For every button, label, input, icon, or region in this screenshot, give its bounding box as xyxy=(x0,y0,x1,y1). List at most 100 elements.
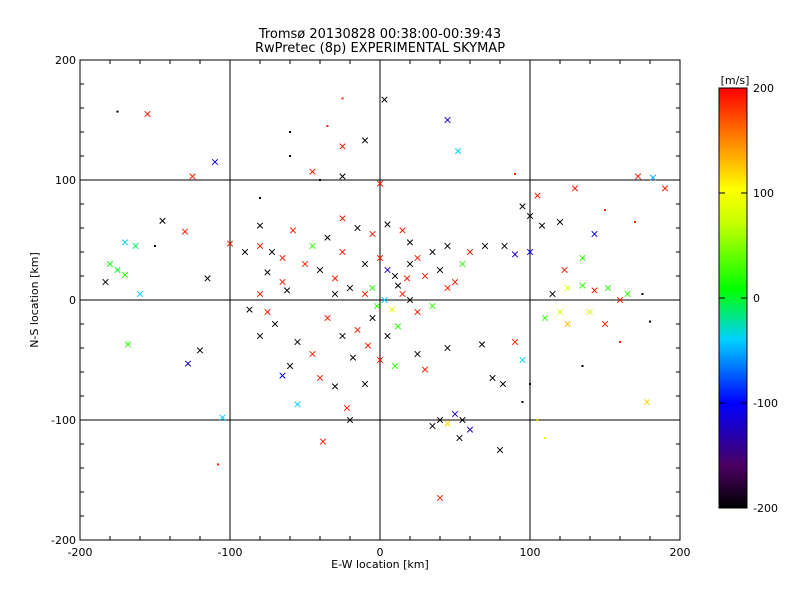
cross-stroke xyxy=(331,383,339,390)
cross-marker xyxy=(264,308,271,316)
cross-stroke xyxy=(519,203,526,210)
cross-marker xyxy=(444,242,451,250)
cross-marker xyxy=(294,401,301,408)
dot-marker xyxy=(154,245,156,247)
cross-stroke xyxy=(376,254,384,262)
cross-stroke xyxy=(414,254,421,262)
cross-stroke xyxy=(316,266,324,274)
cross-stroke xyxy=(196,347,204,354)
cross-stroke xyxy=(459,260,466,268)
cross-marker xyxy=(184,360,192,367)
cross-stroke xyxy=(181,228,189,235)
cross-marker xyxy=(643,398,651,406)
cross-marker xyxy=(388,306,396,313)
cross-stroke xyxy=(226,240,234,247)
cross-marker xyxy=(331,290,339,298)
cross-stroke xyxy=(511,251,519,258)
cross-stroke xyxy=(184,360,192,367)
cross-marker xyxy=(478,341,486,348)
chart-subtitle: RwPretec (8p) EXPERIMENTAL SKYMAP xyxy=(255,41,505,56)
cross-marker xyxy=(459,416,466,424)
x-tick-label: -200 xyxy=(68,546,93,559)
cross-marker xyxy=(534,192,541,199)
cross-stroke xyxy=(403,275,411,282)
cross-stroke xyxy=(571,185,579,192)
cross-marker xyxy=(444,420,451,427)
cross-stroke xyxy=(429,302,436,310)
cross-stroke xyxy=(246,306,253,313)
cross-stroke xyxy=(369,284,376,292)
cross-stroke xyxy=(549,290,556,298)
cross-stroke xyxy=(121,239,129,246)
cross-stroke xyxy=(309,168,316,175)
cross-stroke xyxy=(319,438,327,445)
dot-marker xyxy=(634,221,636,223)
cross-marker xyxy=(466,426,474,433)
cross-marker xyxy=(331,383,339,390)
cross-stroke xyxy=(436,266,444,274)
cross-stroke xyxy=(526,248,534,256)
cross-marker xyxy=(406,296,414,304)
cross-stroke xyxy=(394,282,402,289)
cross-stroke xyxy=(279,278,286,286)
cross-marker xyxy=(501,242,508,250)
cross-marker xyxy=(604,284,612,292)
cross-marker xyxy=(339,143,346,150)
y-tick-label: -200 xyxy=(51,534,76,547)
cross-marker xyxy=(601,320,609,328)
cross-stroke xyxy=(456,434,463,442)
cross-marker xyxy=(256,222,264,229)
cross-stroke xyxy=(343,404,351,412)
cross-stroke xyxy=(331,290,339,298)
cross-marker xyxy=(256,242,264,250)
cross-stroke xyxy=(564,284,571,292)
cross-stroke xyxy=(429,248,436,256)
dot-marker xyxy=(581,365,584,367)
cross-marker xyxy=(634,173,642,180)
cross-stroke xyxy=(481,242,489,250)
cross-marker xyxy=(369,284,376,292)
cross-stroke xyxy=(421,366,429,373)
dot-marker xyxy=(604,209,606,211)
dot-marker xyxy=(319,179,321,181)
cross-stroke xyxy=(354,224,361,232)
grid-lines xyxy=(80,60,680,540)
x-tick-label: 0 xyxy=(377,546,384,559)
x-axis-label: E-W location [km] xyxy=(331,558,429,571)
cross-stroke xyxy=(586,308,594,316)
cross-stroke xyxy=(331,275,339,282)
cross-marker xyxy=(354,224,361,232)
cross-marker xyxy=(339,332,346,340)
cross-marker xyxy=(271,320,279,328)
cross-marker xyxy=(414,254,421,262)
cross-stroke xyxy=(381,296,388,304)
cross-marker xyxy=(429,302,436,310)
cross-stroke xyxy=(564,320,571,328)
y-tick-label: 100 xyxy=(55,174,76,187)
cross-stroke xyxy=(144,110,151,118)
cross-stroke xyxy=(556,308,564,316)
cross-marker xyxy=(456,434,463,442)
cross-stroke xyxy=(538,222,546,229)
axis-ticks xyxy=(79,59,681,541)
cross-marker xyxy=(381,96,388,103)
cross-marker xyxy=(556,308,564,316)
cross-marker xyxy=(661,185,669,192)
cross-marker xyxy=(279,278,286,286)
cross-marker xyxy=(279,254,286,262)
cross-stroke xyxy=(499,380,507,388)
cross-stroke xyxy=(264,308,271,316)
cross-marker xyxy=(414,350,421,358)
cross-marker xyxy=(136,290,144,298)
dot-marker xyxy=(259,197,261,199)
cross-marker xyxy=(561,266,568,274)
cross-marker xyxy=(346,284,354,292)
cross-stroke xyxy=(114,266,121,274)
cross-marker xyxy=(451,278,459,286)
cross-marker xyxy=(459,260,466,268)
cross-stroke xyxy=(241,248,249,256)
colorbar-tick-label: -200 xyxy=(753,502,778,515)
cross-stroke xyxy=(189,173,196,180)
cross-stroke xyxy=(294,401,301,408)
cross-stroke xyxy=(436,416,444,424)
